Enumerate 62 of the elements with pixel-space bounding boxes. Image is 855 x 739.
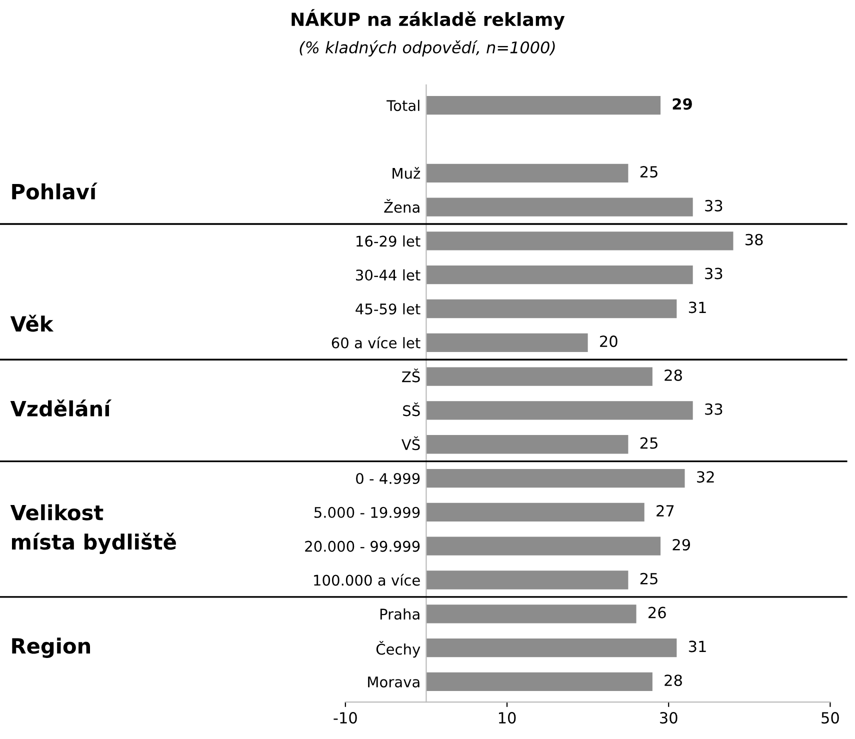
text: Region xyxy=(12,638,90,658)
bar xyxy=(426,367,652,386)
x-tick-label: 30 xyxy=(660,712,678,724)
data-label: 33 xyxy=(705,268,722,280)
data-label: 38 xyxy=(746,234,763,246)
bar xyxy=(426,96,661,115)
y-tick-label: ZŠ xyxy=(402,368,420,382)
data-label: 25 xyxy=(640,572,658,584)
bar xyxy=(426,570,628,590)
text: Pohlaví xyxy=(12,182,98,200)
y-tick-label: 60 a více let xyxy=(332,336,420,348)
text: Věk xyxy=(10,314,54,332)
bar xyxy=(426,468,685,488)
y-tick-label: 20.000 - 99.999 xyxy=(305,540,420,552)
bar xyxy=(426,401,693,420)
bar xyxy=(426,536,661,556)
y-tick-label: Čechy xyxy=(376,641,420,658)
bar xyxy=(426,164,628,182)
y-tick-label: Žena xyxy=(384,199,420,213)
bar xyxy=(426,638,677,658)
bar xyxy=(426,333,588,352)
text: Vzdělání xyxy=(10,400,112,417)
bar xyxy=(426,266,693,284)
y-tick-label: Morava xyxy=(368,676,420,688)
data-label: 31 xyxy=(688,302,706,314)
data-label: 31 xyxy=(688,640,706,652)
data-label: 20 xyxy=(600,336,618,348)
data-label: 33 xyxy=(705,200,722,212)
x-tick-label: 10 xyxy=(498,712,516,724)
y-tick-label: 0 - 4.999 xyxy=(356,472,420,484)
bar xyxy=(426,232,734,250)
data-label: 26 xyxy=(648,606,666,618)
y-tick-label: SŠ xyxy=(403,402,420,416)
bar xyxy=(426,435,628,454)
data-label: 29 xyxy=(672,538,690,551)
x-tick-label: 50 xyxy=(822,712,839,724)
bar xyxy=(426,502,644,522)
text: Velikost místa bydliště xyxy=(10,504,176,554)
y-tick-label: Total xyxy=(386,100,420,112)
bar xyxy=(426,604,636,624)
y-tick-label: Muž xyxy=(392,167,420,179)
bar xyxy=(426,198,693,216)
y-tick-label: Praha xyxy=(380,608,420,620)
bar xyxy=(426,672,652,692)
data-label: 28 xyxy=(664,674,682,686)
y-tick-label: 100.000 a více xyxy=(314,574,420,586)
x-tick-label: -10 xyxy=(334,712,357,724)
y-tick-label: 30-44 let xyxy=(356,269,420,281)
y-tick-label: VŠ xyxy=(402,436,420,450)
y-tick-label: 45-59 let xyxy=(356,303,420,315)
data-label: 33 xyxy=(705,403,722,415)
data-label: 28 xyxy=(664,369,682,381)
bar xyxy=(426,299,677,318)
y-tick-label: 16-29 let xyxy=(356,235,420,247)
data-label: 25 xyxy=(640,437,658,449)
data-label: 32 xyxy=(697,471,714,483)
chart-title: NÁKUP na základě reklamy xyxy=(292,9,565,30)
data-label: 29 xyxy=(672,98,692,110)
data-label: 25 xyxy=(640,166,658,178)
data-label: 27 xyxy=(656,505,674,516)
y-tick-label: 5.000 - 19.999 xyxy=(314,506,420,518)
chart-subtitle: (% kladných odpovědí, n=1000) xyxy=(300,40,555,57)
